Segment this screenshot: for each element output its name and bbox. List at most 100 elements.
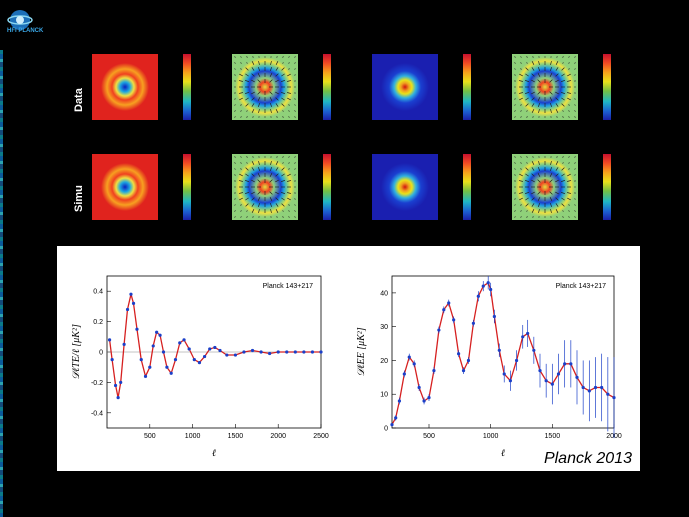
map-data-4 [512, 54, 578, 120]
y-tick-label: 30 [380, 324, 388, 331]
data-point [169, 371, 173, 375]
data-point [213, 345, 217, 350]
data-point [113, 383, 118, 388]
data-point [218, 348, 222, 353]
data-point [155, 330, 159, 334]
data-point [394, 416, 398, 420]
data-point [532, 348, 536, 352]
x-axis-label: ℓ [212, 448, 216, 459]
y-tick-label: 0 [99, 350, 103, 357]
side-strip [0, 50, 3, 517]
data-point [550, 382, 554, 386]
data-point [486, 281, 490, 285]
data-point [197, 361, 202, 365]
y-axis-label: 𝒟ℓTE/ℓ [μK²] [71, 324, 82, 380]
data-point [187, 347, 191, 351]
data-point [569, 362, 573, 366]
data-point [514, 358, 519, 363]
data-point [173, 358, 178, 362]
data-point [606, 392, 610, 396]
data-point [466, 358, 471, 363]
y-tick-label: -0.2 [91, 380, 103, 387]
legend-label: Planck 143+217 [556, 283, 607, 290]
y-tick-label: 10 [380, 392, 388, 399]
y-tick-label: -0.4 [91, 410, 103, 417]
colorbar-simu-4 [603, 154, 611, 220]
data-point [427, 396, 431, 400]
model-curve [391, 281, 615, 425]
x-tick-label: 1000 [185, 433, 201, 440]
data-point [476, 294, 480, 298]
data-point [492, 314, 496, 319]
y-tick-label: 0 [384, 426, 388, 433]
data-point [461, 368, 466, 373]
data-point [563, 362, 567, 366]
data-point [302, 350, 306, 354]
data-point [612, 396, 616, 400]
data-point [581, 385, 585, 390]
data-point [192, 358, 196, 362]
data-point [481, 284, 485, 288]
y-axis-label: 𝒟ℓEE [μK²] [356, 327, 367, 376]
data-point [538, 368, 542, 373]
data-point [276, 350, 280, 354]
data-point [575, 375, 579, 379]
data-point [165, 365, 169, 369]
data-point [268, 351, 272, 356]
data-point [178, 341, 182, 345]
power-spectra-panel: 500 1000 1500 2000 2500 -0.4 -0.2 0 0.2 0.4 Planck… [57, 246, 640, 471]
data-point [457, 352, 461, 356]
data-point [242, 350, 246, 354]
data-point [526, 331, 530, 336]
map-simu-2 [232, 154, 298, 220]
data-point [390, 423, 394, 427]
map-simu-4 [512, 154, 578, 220]
data-point [502, 372, 506, 376]
data-point [293, 350, 297, 354]
data-point [471, 321, 475, 325]
data-point [208, 347, 212, 351]
x-tick-label: 2500 [313, 433, 329, 440]
x-tick-label: 500 [144, 433, 156, 440]
data-point [135, 327, 139, 331]
data-point [452, 318, 456, 322]
x-tick-label: 2000 [270, 433, 286, 440]
data-point [116, 396, 120, 400]
x-tick-label: 1000 [483, 433, 499, 440]
data-point [182, 338, 186, 342]
data-point [107, 338, 112, 342]
data-point [521, 335, 525, 339]
y-tick-label: 0.2 [93, 319, 103, 326]
map-data-3 [372, 54, 438, 120]
y-tick-label: 40 [380, 290, 388, 297]
data-point [593, 385, 598, 390]
colorbar-data-1 [183, 54, 191, 120]
data-point [319, 350, 323, 354]
data-point [143, 374, 148, 378]
map-data-1 [92, 54, 158, 120]
colorbar-simu-1 [183, 154, 191, 220]
data-point [119, 380, 123, 384]
x-tick-label: 1500 [545, 433, 561, 440]
data-point [139, 358, 143, 362]
data-point [556, 372, 561, 376]
x-tick-label: 500 [423, 433, 435, 440]
planck-logo [7, 10, 33, 30]
row-label-simu: Simu [73, 185, 85, 212]
data-point [412, 362, 416, 366]
data-point [148, 365, 152, 369]
data-point [259, 350, 263, 354]
data-point [497, 348, 501, 352]
data-point [161, 350, 166, 354]
data-point [600, 385, 604, 390]
data-point [397, 399, 401, 403]
y-tick-label: 20 [380, 358, 388, 365]
data-point [125, 307, 130, 312]
data-point [129, 292, 133, 296]
map-simu-1 [92, 154, 158, 220]
colorbar-simu-3 [463, 154, 471, 220]
data-point [447, 301, 451, 305]
colorbar-data-2 [323, 54, 331, 120]
data-point [587, 389, 591, 393]
logo-text: HFI PLANCK [7, 28, 44, 34]
